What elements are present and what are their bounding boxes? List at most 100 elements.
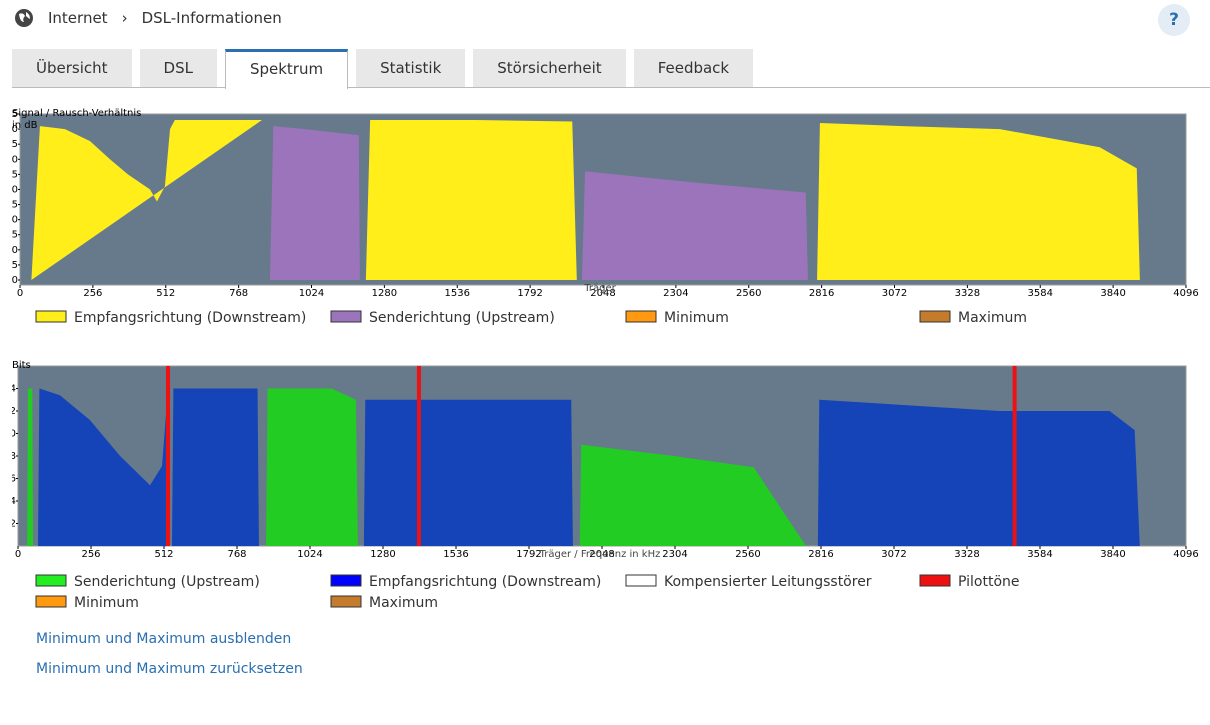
tab[interactable]: Statistik [356,49,466,87]
spectrum-area [817,123,1140,280]
x-tick-label: 3328 [955,288,980,299]
series-group [27,366,1140,546]
help-button[interactable]: ? [1158,4,1190,36]
x-tick-label: 3328 [954,549,979,560]
y-tick-label: 15 [5,230,18,241]
link[interactable]: Minimum und Maximum ausblenden [36,631,292,647]
x-tick-label: 2304 [663,288,688,299]
y-tick-label: 8 [10,451,16,462]
breadcrumb: Internet › DSL-Informationen [14,8,282,28]
x-tick-label: 2304 [662,549,687,560]
legend-swatch [330,574,362,587]
x-tick-label: 2560 [735,549,760,560]
x-tick-label: 1024 [297,549,322,560]
x-tick-label: 3072 [882,288,907,299]
y-tick-label: 10 [5,245,18,256]
legend-label: Maximum [958,310,1027,326]
legend-label: Kompensierter Leitungsstörer [664,574,872,590]
x-tick-label: 3584 [1027,549,1052,560]
legend-swatch [35,595,67,608]
y-tick-label: 6 [10,474,16,485]
y-axis-label: Bits [12,360,31,371]
y-tick-label: 30 [5,184,18,195]
x-tick-label: 3072 [881,549,906,560]
series-group [31,120,1140,280]
y-tick-label: 35 [5,169,18,180]
x-tick-label: 2048 [589,549,614,560]
y-tick-label: 4 [10,496,16,507]
y-tick-label: 12 [3,406,16,417]
x-tick-label: 2816 [809,288,834,299]
section[interactable]: Internet [48,9,108,27]
legend-swatch [35,574,67,587]
spectrum-area [27,388,34,546]
spectrum-area [363,399,573,546]
tab[interactable]: Übersicht [12,49,132,87]
x-tick-label: 1024 [299,288,324,299]
legend-label: Pilottöne [958,574,1020,590]
x-tick-label: 1792 [517,288,542,299]
spectrum-area [817,399,1140,546]
legend-swatch [625,574,657,587]
snr-chart: Signal / Rausch-Verhältnis in dB 0 5 10 15 20 2… [5,108,1199,326]
x-tick-label: 3840 [1100,288,1125,299]
x-tick-label: 2560 [736,288,761,299]
x-tick-label: 4096 [1173,288,1198,299]
x-axis-label: Träger [583,283,616,294]
x-tick-label: 1280 [370,549,395,560]
y-tick-label: 5 [12,260,18,271]
x-tick-label: 2048 [590,288,615,299]
spectrum-area [581,171,808,280]
spectrum-area [266,388,358,546]
x-tick-label: 512 [156,288,175,299]
spectrum-area [365,120,577,280]
link[interactable]: Minimum und Maximum zurücksetzen [36,661,303,677]
page-title: DSL-Informationen [141,9,282,27]
x-tick-label: 3840 [1100,549,1125,560]
tab[interactable]: Störsicherheit [473,49,626,87]
legend-label: Maximum [369,595,438,611]
y-tick-label: 10 [3,429,16,440]
x-tick-label: 768 [227,549,246,560]
y-tick-label: 50 [5,124,18,135]
spectrum-area [37,388,170,546]
y-tick-label: 55 [5,109,18,120]
legend-label: Senderichtung (Upstream) [369,310,555,326]
x-tick-label: 256 [81,549,100,560]
legend-label: Empfangsrichtung (Downstream) [74,310,306,326]
y-tick-label: 14 [3,384,16,395]
tab[interactable]: Spektrum [224,49,349,89]
legend-label: Empfangsrichtung (Downstream) [369,574,601,590]
legend-label: Senderichtung (Upstream) [74,574,260,590]
y-axis-label: Signal / Rausch-Verhältnis in dB [12,108,141,131]
x-tick-label: 2816 [808,549,833,560]
separator: › [121,9,128,27]
legend-swatch [919,310,951,323]
legend-swatch [919,574,951,587]
legend-swatch [625,310,657,323]
x-tick-label: 512 [154,549,173,560]
x-tick-label: 0 [17,288,23,299]
x-axis-label: Träger / Frequenz in kHz [539,549,661,560]
y-tick-label: 0 [12,275,18,286]
legend-swatch [330,310,362,323]
x-tick-label: 1536 [443,549,468,560]
spectrum-area [171,388,259,546]
tab[interactable]: Feedback [633,49,754,87]
legend-label: Minimum [664,310,729,326]
bits-chart: Bits 2 4 6 8 10 12 14 0 256 512 768 1024 1280 1536 1792… [3,360,1199,611]
spectrum-area [269,126,360,280]
x-tick-label: 1536 [445,288,470,299]
tab-bar: Übersicht DSL Spektrum Statistik Störsicherh… [12,49,1210,89]
y-tick-label: 20 [5,215,18,226]
x-tick-label: 3584 [1028,288,1053,299]
x-tick-label: 768 [229,288,248,299]
tab[interactable]: DSL [139,49,217,87]
x-tick-label: 256 [83,288,102,299]
y-tick-label: 45 [5,139,18,150]
legend-swatch [330,595,362,608]
x-tick-label: 1280 [372,288,397,299]
legend-label: Minimum [74,595,139,611]
y-tick-label: 40 [5,154,18,165]
x-tick-label: 4096 [1173,549,1198,560]
